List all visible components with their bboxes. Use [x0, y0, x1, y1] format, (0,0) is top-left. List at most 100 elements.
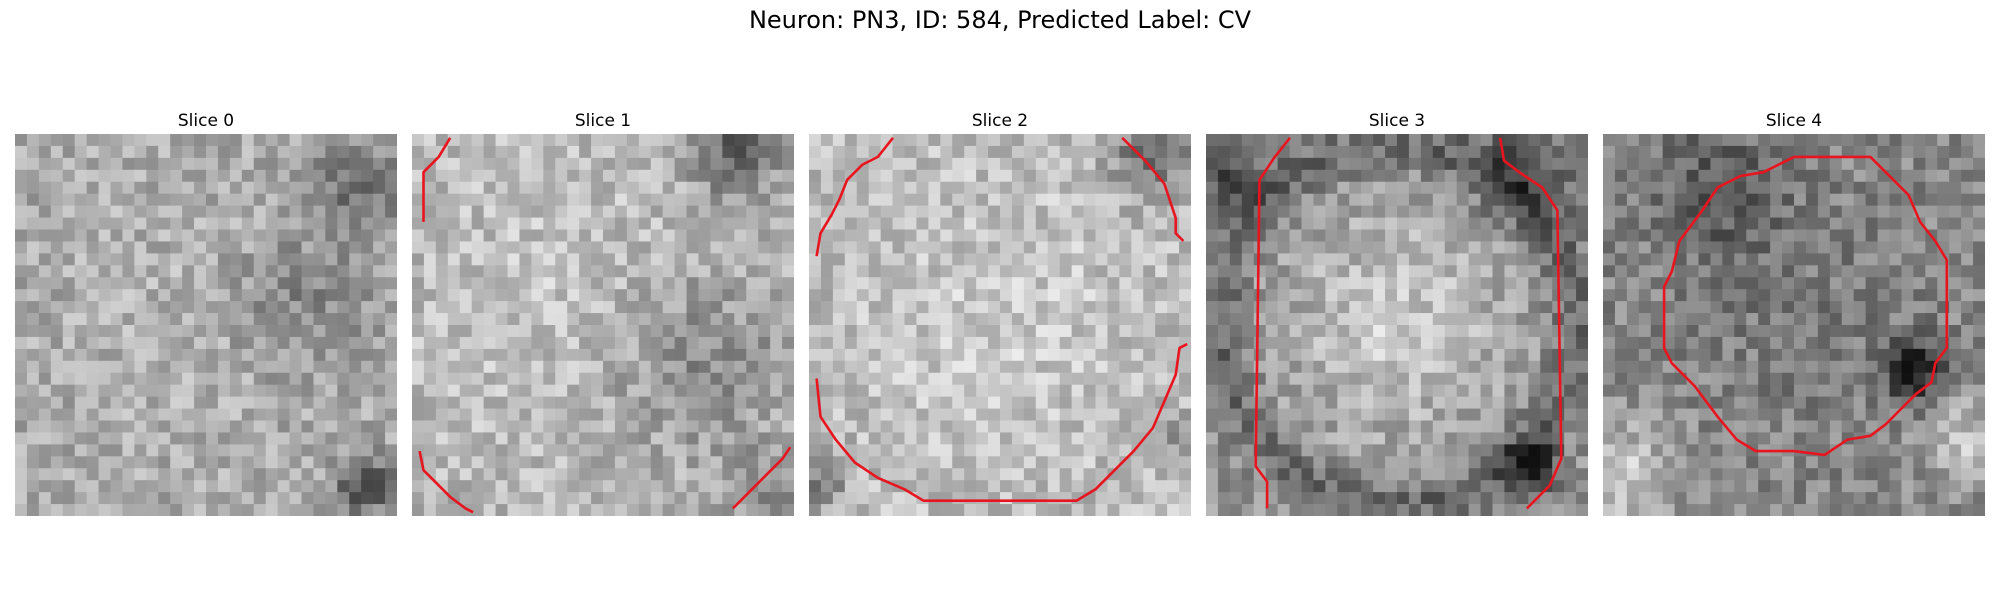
- pixel: [591, 372, 604, 386]
- pixel: [1961, 396, 1974, 409]
- pixel: [301, 348, 314, 362]
- pixel: [940, 277, 953, 290]
- pixel: [531, 372, 544, 386]
- pixel: [1277, 217, 1290, 230]
- pixel: [1552, 181, 1565, 195]
- pixel: [1325, 408, 1338, 421]
- pixel: [1782, 193, 1795, 207]
- pixel: [809, 181, 822, 195]
- pixel: [447, 456, 461, 469]
- pixel: [1552, 420, 1565, 433]
- pixel: [1889, 193, 1902, 207]
- pixel: [1805, 432, 1819, 445]
- pixel: [591, 492, 604, 505]
- pixel: [809, 360, 822, 374]
- pixel: [289, 265, 302, 278]
- pixel: [1167, 432, 1180, 445]
- pixel: [182, 432, 195, 445]
- pixel: [591, 265, 604, 278]
- pixel: [746, 408, 759, 421]
- pixel: [976, 420, 989, 433]
- pixel: [1035, 265, 1049, 278]
- pixel: [1841, 193, 1855, 207]
- pixel: [1265, 229, 1279, 242]
- pixel: [928, 265, 941, 278]
- pixel: [206, 193, 219, 207]
- pixel: [1937, 145, 1950, 159]
- pixel: [638, 241, 652, 254]
- pixel: [543, 265, 556, 278]
- pixel: [1119, 241, 1132, 254]
- pixel: [734, 444, 747, 457]
- pixel: [770, 241, 783, 254]
- pixel: [1313, 384, 1326, 398]
- pixel: [1373, 169, 1386, 183]
- pixel: [1829, 157, 1843, 171]
- pixel: [412, 348, 425, 362]
- pixel: [110, 145, 123, 159]
- pixel: [146, 265, 159, 278]
- pixel: [1564, 384, 1577, 398]
- pixel: [1206, 348, 1219, 362]
- pixel: [337, 480, 350, 493]
- pixel: [579, 265, 592, 278]
- pixel: [1758, 372, 1771, 386]
- pixel: [265, 325, 279, 338]
- pixel: [289, 253, 302, 266]
- pixel: [1528, 277, 1541, 290]
- pixel: [1456, 456, 1470, 469]
- pixel: [1456, 229, 1470, 242]
- pixel: [1179, 169, 1191, 183]
- pixel: [1973, 384, 1985, 398]
- pixel: [1011, 432, 1025, 445]
- pixel: [1865, 229, 1878, 242]
- pixel: [1889, 217, 1902, 230]
- pixel: [1119, 313, 1132, 326]
- pixel: [603, 301, 616, 314]
- pixel: [38, 468, 52, 481]
- pixel: [662, 420, 676, 433]
- pixel: [483, 241, 496, 254]
- pixel: [770, 372, 783, 386]
- pixel: [194, 289, 207, 302]
- pixel: [110, 468, 123, 481]
- pixel: [423, 134, 437, 147]
- pixel: [1925, 289, 1938, 302]
- pixel: [253, 456, 267, 469]
- pixel: [412, 241, 425, 254]
- pixel: [1167, 408, 1180, 421]
- pixel: [86, 193, 99, 207]
- pixel: [495, 134, 508, 147]
- pixel: [325, 420, 338, 433]
- pixel: [1516, 480, 1529, 493]
- pixel: [1638, 360, 1652, 374]
- pixel: [940, 432, 953, 445]
- pixel: [1961, 134, 1974, 147]
- pixel: [158, 169, 171, 183]
- pixel: [591, 301, 604, 314]
- pixel: [385, 372, 397, 386]
- pixel: [892, 444, 905, 457]
- pixel: [277, 420, 290, 433]
- pixel: [1023, 468, 1037, 481]
- pixel: [385, 193, 397, 207]
- pixel: [98, 169, 111, 183]
- pixel: [650, 420, 664, 433]
- pixel: [146, 193, 159, 207]
- pixel: [301, 396, 314, 409]
- pixel: [1071, 134, 1084, 147]
- pixel: [98, 134, 111, 147]
- pixel: [832, 325, 846, 338]
- pixel: [1901, 348, 1914, 362]
- pixel: [1949, 181, 1962, 195]
- pixel: [349, 325, 362, 338]
- pixel: [1131, 181, 1144, 195]
- pixel: [1829, 217, 1843, 230]
- pixel: [1095, 241, 1108, 254]
- pixel: [1901, 408, 1914, 421]
- pixel: [928, 492, 941, 505]
- pixel: [1901, 444, 1914, 457]
- pixel: [1710, 325, 1723, 338]
- pixel: [662, 432, 676, 445]
- pixel: [1841, 241, 1855, 254]
